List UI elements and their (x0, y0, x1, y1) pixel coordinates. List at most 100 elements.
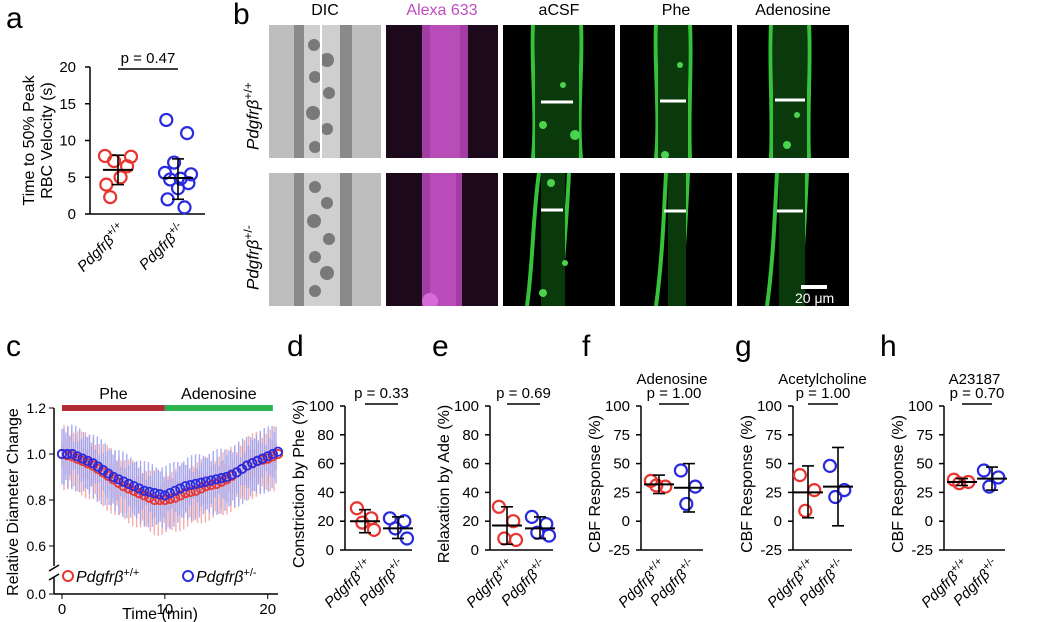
column-label-acsf: aCSF (538, 2, 580, 19)
y-tick-label-g: 100 (757, 398, 782, 415)
legend-marker-c (62, 570, 74, 582)
y-tick-label-a: 0 (68, 206, 76, 223)
data-point-a (167, 155, 182, 170)
series-point-c (154, 489, 165, 500)
chart-title-g: Acetylcholine (778, 371, 866, 388)
image-alexa-wt (386, 25, 498, 158)
series-point-c (67, 448, 78, 460)
axis-break-c (48, 573, 60, 581)
column-label-dic: DIC (311, 2, 339, 19)
condition-label-adenosine: Adenosine (181, 386, 257, 403)
panel-letter-e: e (432, 330, 449, 363)
data-point-h (982, 479, 997, 494)
chart-title-h: A23187 (949, 371, 1001, 388)
series-point-c (216, 473, 227, 484)
y-tick-label-e: 100 (454, 398, 479, 415)
series-point-c (82, 455, 93, 466)
series-point-c (175, 483, 186, 494)
y-tick-label-f: 0 (622, 513, 630, 530)
data-point-a (177, 200, 192, 215)
data-point-d (349, 501, 364, 516)
panel-letter-c: c (6, 330, 21, 363)
y-tick-label-c: 1.0 (27, 446, 47, 462)
x-tick-label-c: 10 (157, 601, 174, 618)
image-phe-wt (620, 25, 732, 158)
y-tick-label-e: 40 (462, 484, 479, 501)
y-tick-label-c: 0.8 (27, 492, 47, 508)
y-tick-label-h: -25 (911, 542, 933, 559)
y-tick-label-g: -25 (760, 542, 782, 559)
series-point-c (170, 485, 181, 496)
series-point-c (134, 487, 145, 499)
axis-break-c (48, 564, 60, 572)
y-axis-label-c: Relative Diameter Change (5, 408, 22, 596)
y-tick-label-e: 0 (471, 542, 479, 559)
series-point-c (113, 474, 124, 485)
data-point-g (822, 458, 838, 474)
y-tick-label-d: 20 (317, 513, 334, 530)
y-axis-label-f: CBF Response (%) (587, 415, 604, 553)
y-tick-label-d: 100 (309, 398, 334, 415)
y-tick-label-c: 0.6 (27, 538, 47, 554)
y-tick-label-f: 50 (613, 456, 630, 473)
image-phe-het (620, 173, 732, 306)
series-point-c (185, 479, 196, 491)
series-point-c (190, 485, 201, 496)
series-point-c (134, 483, 145, 494)
panel-letter-f: f (582, 330, 591, 363)
legend-marker-c (182, 570, 194, 582)
data-point-a (163, 172, 178, 187)
y-tick-label-g: 75 (765, 427, 782, 444)
series-point-c (267, 448, 278, 460)
y-tick-label-e: 20 (462, 513, 479, 530)
data-point-a (123, 149, 139, 164)
condition-label-phe: Phe (99, 386, 128, 403)
y-tick-label-e: 60 (462, 456, 479, 473)
y-tick-label-a: 20 (59, 59, 76, 76)
y-tick-label-f: 25 (613, 484, 630, 501)
column-label-alexa633: Alexa 633 (406, 2, 478, 19)
data-point-h (952, 476, 967, 491)
series-point-c (185, 486, 196, 498)
series-point-c (56, 448, 68, 460)
data-point-a (159, 112, 174, 128)
data-point-e (541, 528, 557, 543)
x-axis-label-c: Time (min) (122, 606, 198, 622)
data-point-h (976, 463, 992, 478)
chart-title-f: Adenosine (637, 371, 708, 388)
p-value-d: p = 0.33 (354, 385, 409, 402)
series-point-c (159, 494, 170, 506)
data-point-e (508, 532, 524, 548)
y-tick-label-h: 75 (916, 427, 933, 444)
y-tick-label-a: 5 (68, 169, 76, 186)
data-point-d (355, 515, 370, 530)
series-point-c (128, 485, 140, 496)
image-acsf-het (503, 173, 615, 306)
series-point-c (164, 487, 176, 499)
y-tick-label-g: 50 (765, 456, 782, 473)
data-point-g (807, 482, 822, 498)
legend-label-c: Pdgfrβ+/+ (76, 567, 139, 586)
y-tick-label-h: 0 (925, 513, 933, 530)
series-point-c (123, 483, 134, 494)
y-tick-label-a: 15 (59, 96, 76, 113)
series-point-c (206, 475, 217, 486)
panel-letter-b: b (233, 0, 250, 31)
series-point-c (257, 453, 268, 464)
y-tick-label-f: 75 (613, 427, 630, 444)
series-point-c (211, 474, 222, 485)
image-adenosine-het: 20 μm (737, 173, 849, 306)
y-tick-label-h: 50 (916, 456, 933, 473)
data-point-a (103, 189, 118, 205)
image-acsf-wt (503, 25, 615, 158)
series-point-c (221, 471, 232, 483)
p-value-f: p = 1.00 (647, 385, 702, 402)
y-tick-label-c: 0.0 (27, 586, 47, 602)
y-tick-label-d: 80 (317, 427, 334, 444)
series-point-c (118, 476, 129, 487)
y-tick-label-h: 25 (916, 484, 933, 501)
series-point-c (180, 481, 191, 492)
y-axis-label-h: CBF Response (%) (890, 415, 907, 553)
panel-letter-d: d (287, 330, 304, 363)
